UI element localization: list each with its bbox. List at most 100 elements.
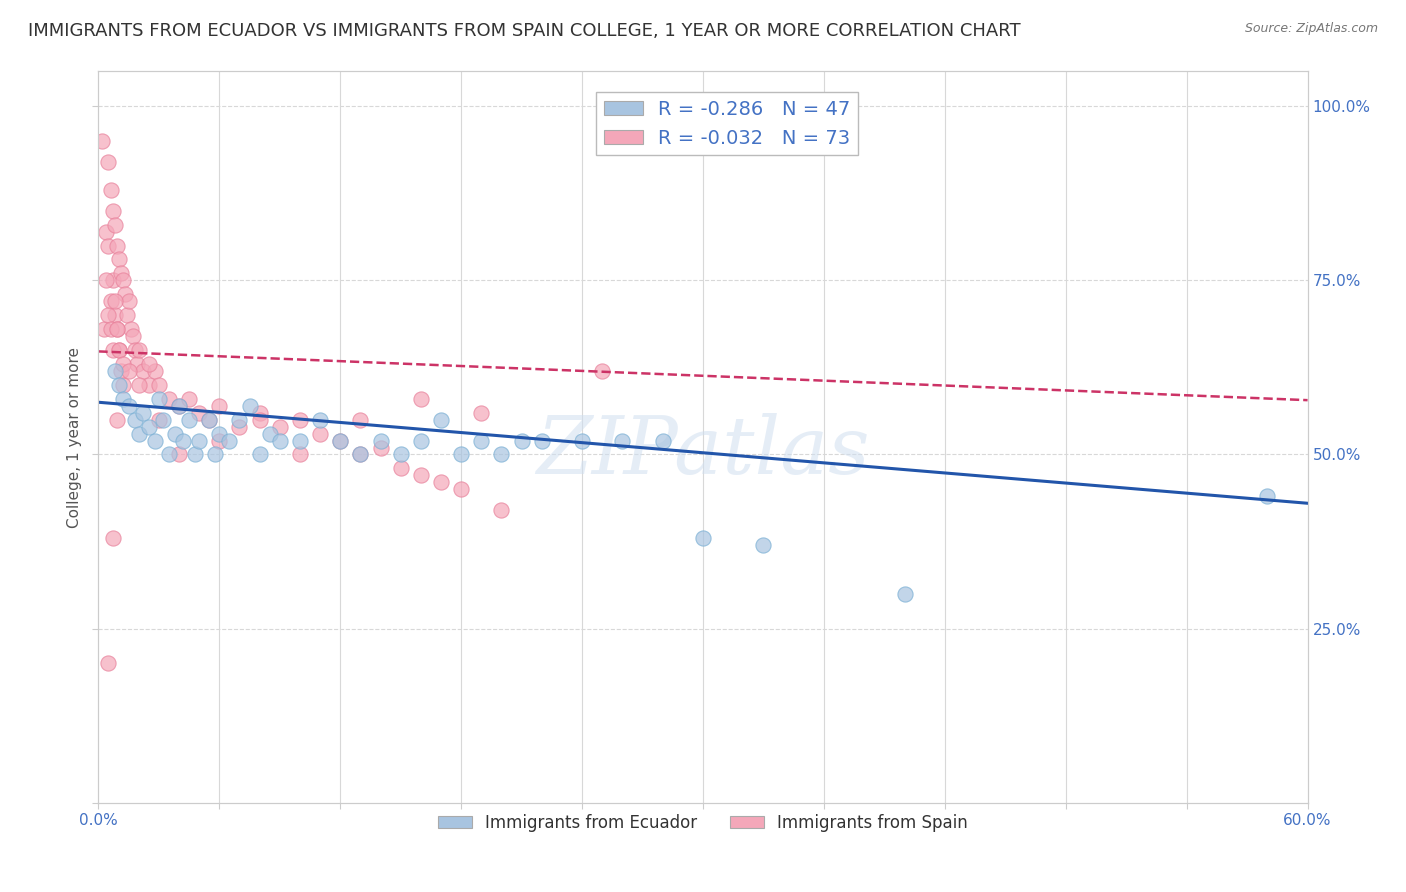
Point (91, 134, 114, 148)
Point (105, 322, 128, 336)
Point (128, 343, 150, 357)
Point (100, 294, 122, 309)
Point (148, 412, 170, 426)
Point (101, 273, 124, 287)
Point (132, 406, 155, 420)
Point (470, 434, 492, 448)
Point (118, 399, 141, 413)
Point (121, 329, 143, 343)
Point (651, 434, 673, 448)
Point (157, 392, 180, 406)
Point (148, 392, 170, 406)
Point (111, 377, 134, 392)
Point (96, 225, 118, 239)
Point (198, 412, 221, 426)
Point (107, 343, 129, 357)
Point (208, 434, 231, 448)
Point (110, 364, 132, 378)
Point (103, 364, 125, 378)
Point (105, 322, 128, 336)
Point (349, 448, 371, 462)
Point (100, 183, 122, 197)
Point (111, 392, 134, 406)
Point (100, 322, 122, 336)
Point (97, 155, 120, 169)
Point (103, 294, 125, 309)
Y-axis label: College, 1 year or more: College, 1 year or more (67, 347, 83, 527)
Point (409, 434, 432, 448)
Point (510, 434, 533, 448)
Point (125, 357, 148, 371)
Point (111, 273, 134, 287)
Point (97, 238, 120, 252)
Point (228, 412, 250, 426)
Point (114, 287, 136, 301)
Point (157, 448, 180, 462)
Point (208, 399, 231, 413)
Point (309, 426, 332, 441)
Legend: Immigrants from Ecuador, Immigrants from Spain: Immigrants from Ecuador, Immigrants from… (432, 807, 974, 838)
Point (138, 357, 160, 371)
Point (120, 322, 142, 336)
Point (591, 364, 613, 378)
Point (349, 412, 371, 426)
Text: IMMIGRANTS FROM ECUADOR VS IMMIGRANTS FROM SPAIN COLLEGE, 1 YEAR OR MORE CORRELA: IMMIGRANTS FROM ECUADOR VS IMMIGRANTS FR… (28, 22, 1021, 40)
Point (163, 426, 186, 441)
Point (118, 294, 141, 309)
Point (288, 448, 311, 462)
Point (132, 364, 155, 378)
Point (409, 392, 432, 406)
Point (107, 377, 129, 392)
Point (692, 531, 714, 545)
Point (143, 434, 166, 448)
Point (571, 434, 593, 448)
Point (148, 377, 170, 392)
Point (1256, 489, 1278, 503)
Point (172, 434, 194, 448)
Point (152, 412, 174, 426)
Point (249, 448, 271, 462)
Point (450, 483, 472, 497)
Text: Source: ZipAtlas.com: Source: ZipAtlas.com (1244, 22, 1378, 36)
Point (97, 308, 120, 322)
Point (208, 426, 231, 441)
Point (218, 434, 240, 448)
Point (124, 412, 146, 426)
Point (249, 406, 271, 420)
Point (97, 657, 120, 671)
Point (349, 448, 371, 462)
Point (491, 503, 513, 517)
Point (101, 203, 124, 218)
Point (259, 426, 281, 441)
Point (184, 448, 207, 462)
Point (118, 364, 141, 378)
Point (470, 406, 492, 420)
Point (93, 322, 115, 336)
Point (138, 377, 160, 392)
Point (530, 434, 553, 448)
Point (370, 441, 392, 455)
Point (188, 406, 211, 420)
Point (269, 419, 291, 434)
Point (143, 364, 166, 378)
Point (128, 426, 150, 441)
Point (115, 308, 138, 322)
Point (409, 468, 432, 483)
Point (167, 399, 190, 413)
Point (430, 475, 453, 490)
Point (288, 434, 311, 448)
Point (204, 448, 226, 462)
Point (239, 399, 262, 413)
Point (101, 531, 124, 545)
Point (167, 399, 190, 413)
Point (105, 238, 128, 252)
Point (430, 412, 453, 426)
Point (893, 587, 915, 601)
Point (370, 434, 392, 448)
Point (309, 412, 332, 426)
Point (752, 538, 775, 552)
Point (101, 343, 124, 357)
Point (179, 392, 201, 406)
Point (269, 434, 291, 448)
Point (389, 448, 412, 462)
